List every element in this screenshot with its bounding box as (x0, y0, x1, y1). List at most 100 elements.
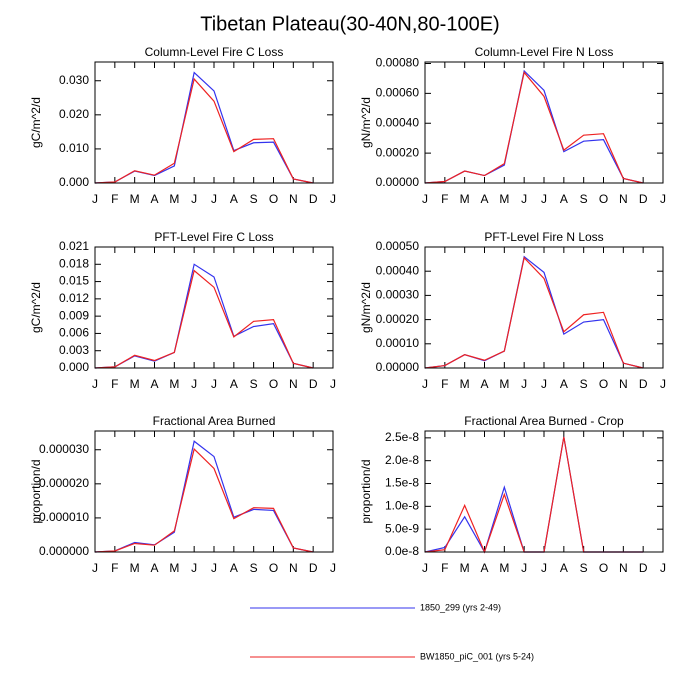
x-tick-label: D (309, 192, 318, 206)
x-tick-label: J (330, 192, 336, 206)
panel-title: Fractional Area Burned - Crop (464, 414, 624, 428)
y-tick-label: 0.006 (59, 326, 89, 340)
x-tick-label: A (480, 377, 488, 391)
x-tick-label: M (460, 377, 470, 391)
x-tick-label: O (599, 377, 608, 391)
x-tick-label: S (250, 192, 258, 206)
x-tick-label: D (639, 192, 648, 206)
x-tick-label: J (92, 561, 98, 575)
y-tick-label: 0.00040 (376, 263, 420, 277)
x-tick-label: J (422, 377, 428, 391)
y-tick-label: 0.00040 (376, 115, 420, 129)
panel-title: Fractional Area Burned (153, 414, 276, 428)
legend-label: BW1850_piC_001 (yrs 5-24) (420, 651, 534, 661)
y-tick-label: 0.000010 (39, 510, 89, 524)
x-tick-label: O (599, 192, 608, 206)
x-tick-label: A (230, 561, 238, 575)
x-tick-label: J (422, 192, 428, 206)
series-line (424, 71, 644, 184)
series-line (94, 269, 314, 369)
x-tick-label: A (150, 377, 158, 391)
legend-label: 1850_299 (yrs 2-49) (420, 602, 501, 612)
x-tick-label: N (619, 377, 628, 391)
plot-frame (94, 61, 334, 184)
y-tick-label: 0.000 (59, 175, 89, 189)
plot-frame (94, 246, 334, 369)
x-tick-label: M (169, 561, 179, 575)
x-tick-label: N (289, 561, 298, 575)
series-line (424, 256, 644, 369)
x-tick-label: A (480, 192, 488, 206)
y-tick-label: 0.00000 (376, 360, 420, 374)
y-axis-label: gC/m^2/d (29, 282, 43, 333)
series-line (424, 69, 644, 184)
x-tick-label: M (169, 192, 179, 206)
x-tick-label: J (521, 561, 527, 575)
x-tick-label: N (619, 561, 628, 575)
plot-frame (94, 430, 334, 553)
plot-frame (424, 430, 664, 553)
y-tick-label: 0.00050 (376, 239, 420, 253)
x-tick-label: N (289, 192, 298, 206)
x-tick-label: J (191, 377, 197, 391)
x-tick-label: M (499, 192, 509, 206)
x-tick-label: F (111, 561, 118, 575)
y-tick-label: 0.00030 (376, 288, 420, 302)
x-tick-label: J (211, 377, 217, 391)
y-tick-label: 0.009 (59, 308, 89, 322)
x-tick-label: S (250, 561, 258, 575)
x-tick-label: D (639, 561, 648, 575)
x-tick-label: J (211, 561, 217, 575)
x-tick-label: F (111, 192, 118, 206)
x-tick-label: D (639, 377, 648, 391)
x-tick-label: J (660, 192, 666, 206)
y-tick-label: 0.018 (59, 256, 89, 270)
x-tick-label: A (230, 377, 238, 391)
panel-title: PFT-Level Fire C Loss (154, 230, 273, 244)
x-tick-label: J (521, 377, 527, 391)
y-tick-label: 0.000000 (39, 544, 89, 558)
x-tick-label: M (169, 377, 179, 391)
x-tick-label: A (560, 377, 568, 391)
x-tick-label: M (130, 192, 140, 206)
series-line (424, 436, 644, 554)
y-axis-label: gN/m^2/d (359, 282, 373, 333)
y-tick-label: 0.00020 (376, 145, 420, 159)
series-line (94, 263, 314, 369)
y-tick-label: 0.00080 (376, 56, 420, 70)
x-tick-label: J (330, 561, 336, 575)
x-tick-label: A (230, 192, 238, 206)
x-tick-label: O (269, 377, 278, 391)
x-tick-label: J (660, 561, 666, 575)
y-tick-label: 0.003 (59, 343, 89, 357)
x-tick-label: J (92, 192, 98, 206)
x-tick-label: O (599, 561, 608, 575)
x-tick-label: J (541, 561, 547, 575)
series-line (94, 71, 314, 184)
page-title: Tibetan Plateau(30-40N,80-100E) (200, 13, 499, 35)
x-tick-label: J (211, 192, 217, 206)
series-line (94, 440, 314, 553)
panel-title: PFT-Level Fire N Loss (484, 230, 603, 244)
x-tick-label: F (441, 561, 448, 575)
series-line (424, 436, 644, 554)
y-tick-label: 0.012 (59, 291, 89, 305)
y-axis-label: gC/m^2/d (29, 97, 43, 148)
x-tick-label: S (580, 192, 588, 206)
x-tick-label: J (521, 192, 527, 206)
panel-title: Column-Level Fire N Loss (475, 45, 614, 59)
x-tick-label: J (191, 561, 197, 575)
series-line (424, 255, 644, 369)
x-tick-label: F (441, 377, 448, 391)
y-tick-label: 0.021 (59, 239, 89, 253)
y-tick-label: 5.0e-9 (385, 521, 419, 535)
x-tick-label: S (580, 377, 588, 391)
x-tick-label: J (422, 561, 428, 575)
x-tick-label: F (441, 192, 448, 206)
series-line (94, 77, 314, 184)
x-tick-label: J (541, 192, 547, 206)
x-tick-label: F (111, 377, 118, 391)
x-tick-label: J (92, 377, 98, 391)
y-tick-label: 0.000 (59, 360, 89, 374)
plot-frame (424, 61, 664, 184)
